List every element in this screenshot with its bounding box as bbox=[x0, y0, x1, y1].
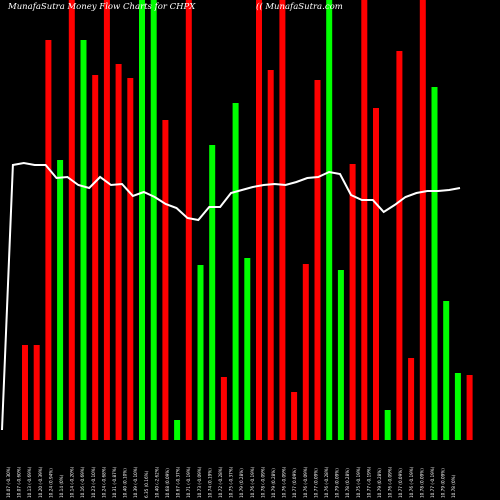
x-tick-label-5: 10.24 (0.94%) bbox=[48, 468, 53, 498]
x-tick-label-4: 10.20 (-0.39%) bbox=[38, 466, 43, 498]
x-tick-label-27: 10.76 (-0.09%) bbox=[282, 466, 287, 498]
line-layer bbox=[1, 161, 461, 431]
x-tick-label-39: 10.76 (-0.19%) bbox=[409, 466, 414, 498]
x-tick-label-35: 10.77 (-0.19%) bbox=[366, 466, 371, 498]
x-tick-label-28: 10.77 (0.09%) bbox=[292, 468, 297, 498]
bar-7 bbox=[92, 75, 99, 440]
bar-21 bbox=[256, 0, 262, 440]
bar-3 bbox=[45, 40, 52, 440]
bar-23 bbox=[279, 0, 286, 440]
x-tick-label-13: 10.39 (-0.10%) bbox=[133, 466, 138, 498]
x-tick-label-34: 10.75 (-0.19%) bbox=[356, 466, 361, 498]
x-tick-label-21: 10.72 (-0.28%) bbox=[218, 466, 223, 498]
bar-15 bbox=[185, 0, 192, 440]
x-tick-label-17: 10.67 (-0.37%) bbox=[176, 466, 181, 498]
x-tick-label-23: 10.79 (0.28%) bbox=[239, 468, 244, 498]
bar-22 bbox=[267, 70, 274, 440]
x-tick-label-19: 10.73 (-0.09%) bbox=[197, 466, 202, 498]
bar-38 bbox=[454, 373, 461, 440]
x-tick-label-20: 10.74 (0.19%) bbox=[207, 468, 212, 498]
bar-17 bbox=[209, 145, 216, 440]
bar-13 bbox=[162, 120, 169, 440]
bar-32 bbox=[384, 410, 391, 440]
x-tick-label-22: 10.75 (-0.37%) bbox=[229, 466, 234, 498]
bar-14 bbox=[174, 420, 181, 440]
x-tick-label-15: 10.40 (-2.62%) bbox=[154, 466, 159, 498]
x-tick-label-3: 10.13 (-0.69%) bbox=[27, 466, 32, 498]
bar-19 bbox=[232, 103, 239, 440]
bar-11 bbox=[139, 0, 145, 440]
bar-1 bbox=[22, 345, 28, 440]
bar-30 bbox=[361, 0, 368, 440]
bar-18 bbox=[220, 377, 227, 440]
bar-4 bbox=[57, 160, 64, 440]
bar-26 bbox=[314, 80, 321, 440]
x-tick-label-29: 10.76 (-0.09%) bbox=[303, 466, 308, 498]
x-tick-label-36: 10.79 (0.28%) bbox=[377, 468, 382, 498]
x-tick-label-32: 10.79 (0.09%) bbox=[335, 468, 340, 498]
x-tick-label-38: 10.77 (0.09%) bbox=[398, 468, 403, 498]
x-tick-label-24: 10.76 (-0.19%) bbox=[250, 466, 255, 498]
bar-37 bbox=[443, 301, 450, 440]
x-tick-label-43: 10.78 (0%) bbox=[451, 474, 456, 498]
x-tick-label-18: 10.71 (-0.19%) bbox=[186, 466, 191, 498]
bar-24 bbox=[291, 392, 298, 440]
bar-2 bbox=[33, 345, 40, 440]
bar-36 bbox=[431, 87, 438, 440]
x-tick-label-8: 10.16 (-0.69%) bbox=[80, 466, 85, 498]
bars-layer bbox=[22, 0, 473, 440]
bar-29 bbox=[349, 164, 356, 440]
chart-title: MunafaSutra Money Flow Charts for CHPX bbox=[8, 2, 196, 12]
bar-31 bbox=[373, 108, 379, 440]
bar-16 bbox=[197, 265, 204, 440]
bar-28 bbox=[337, 270, 344, 440]
x-tick-label-9: 10.23 (-0.10%) bbox=[91, 466, 96, 498]
x-tick-label-2: 10.07 (-0.60%) bbox=[17, 466, 22, 498]
money-flow-line bbox=[1, 161, 461, 431]
x-tick-label-12: 10.40 (0.10%) bbox=[123, 468, 128, 498]
x-tick-label-30: 10.77 (0.09%) bbox=[313, 468, 318, 498]
x-tick-label-14: 6.35 (0.16%) bbox=[144, 470, 149, 498]
x-tick-label-41: 10.77 (-0.19%) bbox=[430, 466, 435, 498]
x-tick-label-11: 10.31 (-0.87%) bbox=[112, 466, 117, 498]
x-tick-label-31: 10.76 (-0.28%) bbox=[324, 466, 329, 498]
x-tick-label-26: 10.79 (0.28%) bbox=[271, 468, 276, 498]
bar-33 bbox=[396, 51, 403, 440]
x-tick-label-10: 10.24 (-0.68%) bbox=[101, 466, 106, 498]
bar-6 bbox=[80, 40, 87, 440]
x-tick-label-7: 10.14 (-0.20%) bbox=[70, 466, 75, 498]
bar-27 bbox=[326, 0, 333, 440]
watermark: (( MunafaSutra.com bbox=[256, 2, 343, 12]
bar-35 bbox=[419, 0, 426, 440]
bar-25 bbox=[302, 264, 309, 440]
bar-10 bbox=[127, 78, 134, 440]
x-tick-label-25: 10.78 (-0.09%) bbox=[260, 466, 265, 498]
bar-8 bbox=[103, 0, 110, 440]
bar-12 bbox=[150, 0, 157, 440]
x-tick-label-42: 10.79 (0.09%) bbox=[441, 468, 446, 498]
x-tick-label-16: 10.68 (0.09%) bbox=[165, 468, 170, 498]
bar-5 bbox=[68, 0, 75, 440]
x-tick-label-33: 10.78 (0.28%) bbox=[345, 468, 350, 498]
bar-9 bbox=[115, 64, 122, 440]
bar-20 bbox=[244, 258, 251, 440]
x-tick-label-40: 10.78 (0.09%) bbox=[419, 468, 424, 498]
x-tick-labels: 10.07 (-0.30%) 10.07 (-0.60%) 10.13 (-0.69… bbox=[6, 466, 456, 498]
x-tick-label-6: 10.14 (0%) bbox=[59, 474, 64, 498]
x-tick-label-1: 10.07 (-0.30%) bbox=[6, 466, 11, 498]
bar-34 bbox=[408, 358, 415, 440]
bar-39 bbox=[466, 375, 473, 440]
x-tick-label-37: 10.76 (-0.09%) bbox=[388, 466, 393, 498]
